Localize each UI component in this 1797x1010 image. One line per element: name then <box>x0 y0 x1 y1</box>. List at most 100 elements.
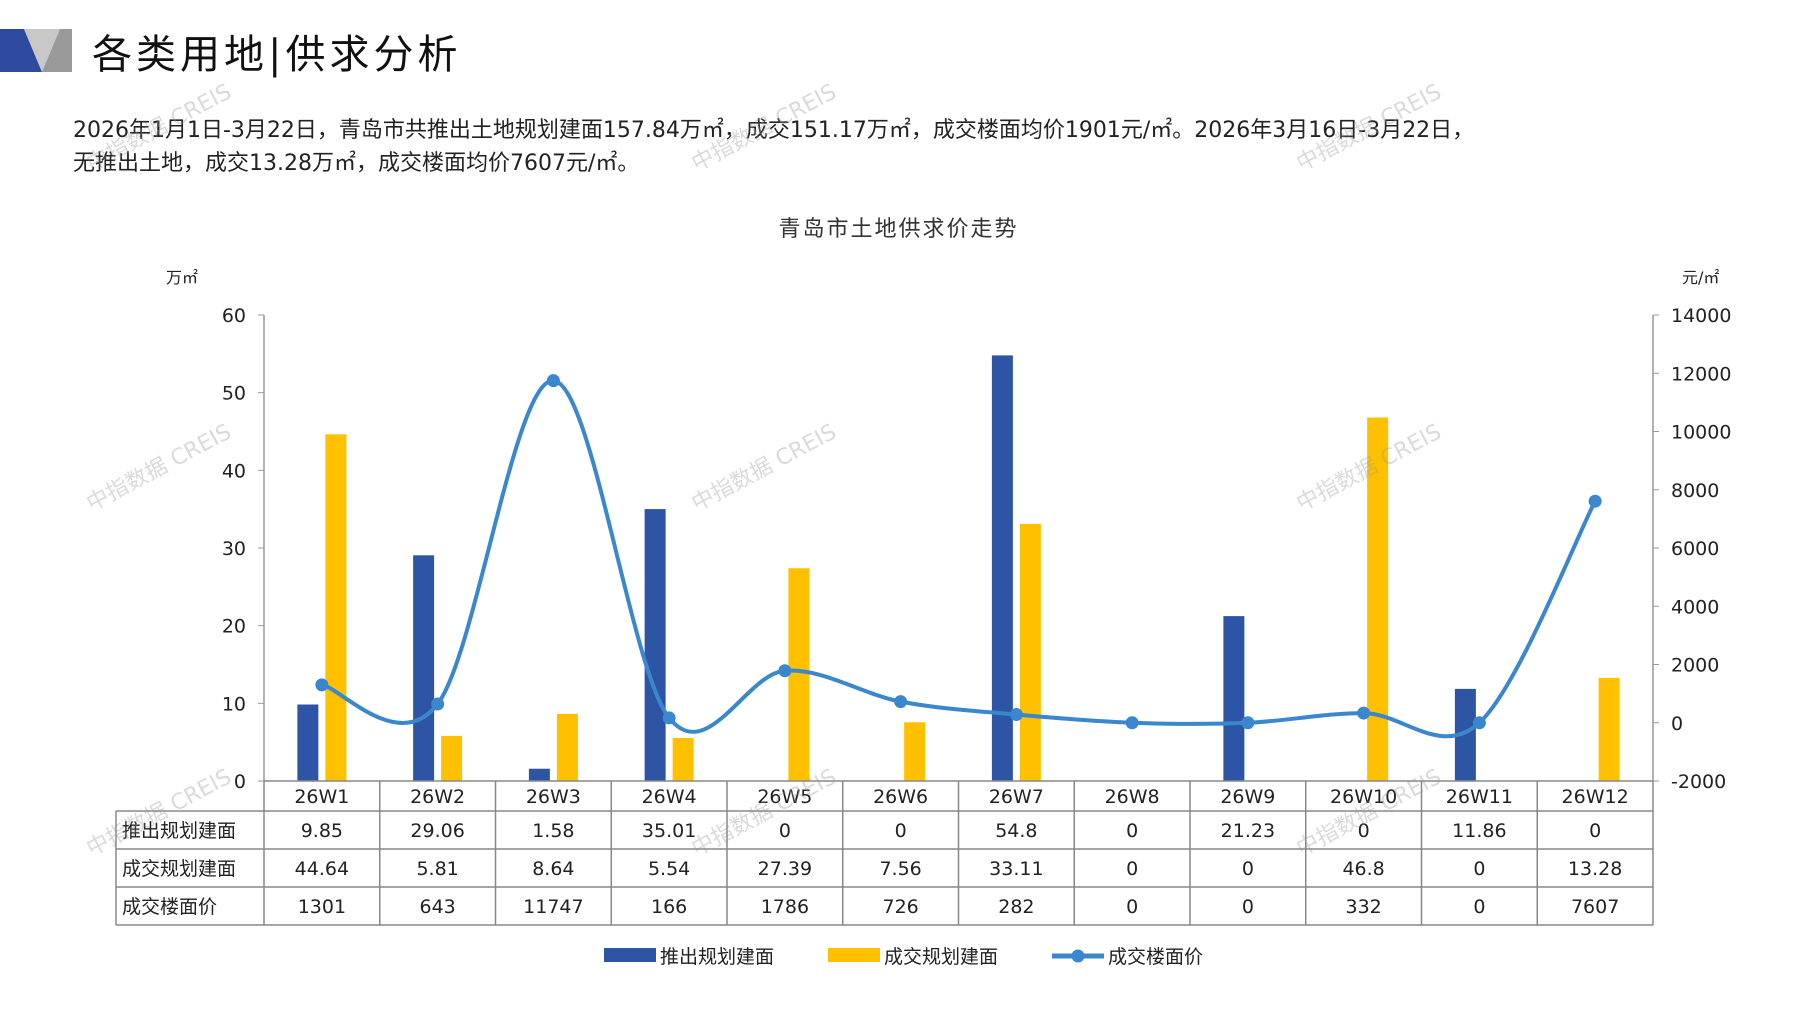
bar-deal <box>904 722 926 781</box>
bar-supply <box>1223 616 1245 781</box>
x-tick-label: 26W1 <box>294 786 349 808</box>
data-label: 0 <box>1473 896 1485 918</box>
data-label: 5.54 <box>648 858 690 880</box>
price-point <box>1357 706 1371 720</box>
data-label: 13.28 <box>1568 858 1622 880</box>
y-tick-label-right: 10000 <box>1671 422 1731 444</box>
data-label: 643 <box>419 896 455 918</box>
bar-deal <box>1019 523 1041 781</box>
data-label: 282 <box>998 896 1034 918</box>
chart-title: 青岛市土地供求价走势 <box>778 217 1019 242</box>
table-row-header: 成交楼面价 <box>122 896 217 918</box>
bar-supply <box>644 509 666 781</box>
data-label: 29.06 <box>410 820 464 842</box>
data-label: 0 <box>1242 896 1254 918</box>
price-point <box>1472 716 1486 730</box>
y-tick-label-right: 12000 <box>1671 363 1731 385</box>
x-tick-label: 26W5 <box>757 786 812 808</box>
y-tick-label-right: 2000 <box>1671 655 1719 677</box>
x-tick-label: 26W2 <box>410 786 465 808</box>
y-tick-label-left: 40 <box>222 460 246 482</box>
bar-deal <box>672 737 694 781</box>
data-label: 0 <box>779 820 791 842</box>
price-point <box>1125 716 1139 730</box>
data-label: 332 <box>1345 896 1381 918</box>
y-tick-label-right: 6000 <box>1671 538 1719 560</box>
legend-label: 推出规划建面 <box>660 946 774 968</box>
summary-line: 无推出土地，成交13.28万㎡，成交楼面均价7607元/㎡。 <box>73 151 640 176</box>
data-label: 9.85 <box>301 820 343 842</box>
x-tick-label: 26W9 <box>1220 786 1275 808</box>
data-label: 5.81 <box>416 858 458 880</box>
legend-label: 成交规划建面 <box>884 946 998 968</box>
table-row-header: 成交规划建面 <box>122 858 236 880</box>
y-tick-label-right: 0 <box>1671 713 1683 735</box>
data-label: 44.64 <box>295 858 349 880</box>
bar-deal <box>441 735 463 781</box>
data-label: 726 <box>882 896 918 918</box>
price-point <box>1241 716 1255 730</box>
data-label: 8.64 <box>532 858 574 880</box>
bar-deal <box>788 568 810 781</box>
data-label: 35.01 <box>642 820 696 842</box>
y-tick-label-right: 8000 <box>1671 480 1719 502</box>
data-label: 11747 <box>523 896 583 918</box>
price-point <box>1009 708 1023 722</box>
y-tick-label-left: 50 <box>222 383 246 405</box>
y-tick-label-left: 30 <box>222 538 246 560</box>
x-tick-label: 26W11 <box>1446 786 1513 808</box>
bar-deal <box>1598 677 1620 781</box>
bar-supply <box>297 704 319 781</box>
page-title: 各类用地|供求分析 <box>92 32 462 78</box>
y-axis-right-label: 元/㎡ <box>1682 268 1719 287</box>
data-label: 166 <box>651 896 687 918</box>
price-point <box>894 695 908 709</box>
data-label: 0 <box>1473 858 1485 880</box>
y-tick-label-right: 14000 <box>1671 305 1731 327</box>
x-tick-label: 26W7 <box>989 786 1044 808</box>
summary-text: 2026年1月1日-3月22日，青岛市共推出土地规划建面157.84万㎡，成交1… <box>73 114 1753 180</box>
data-label: 0 <box>1126 820 1138 842</box>
x-tick-label: 26W10 <box>1330 786 1397 808</box>
x-tick-label: 26W4 <box>642 786 697 808</box>
legend-swatch <box>828 948 880 962</box>
data-label: 0 <box>1242 858 1254 880</box>
summary-line: 2026年1月1日-3月22日，青岛市共推出土地规划建面157.84万㎡，成交1… <box>73 118 1475 143</box>
data-label: 0 <box>1589 820 1601 842</box>
table-row-header: 推出规划建面 <box>122 820 236 842</box>
data-label: 46.8 <box>1342 858 1384 880</box>
data-label: 1.58 <box>532 820 574 842</box>
legend-marker <box>1071 949 1085 963</box>
legend-label: 成交楼面价 <box>1108 946 1203 968</box>
data-label: 0 <box>895 820 907 842</box>
bar-supply <box>991 355 1013 781</box>
bar-deal <box>556 713 578 781</box>
x-tick-label: 26W3 <box>526 786 581 808</box>
bar-supply <box>1454 688 1476 781</box>
data-label: 21.23 <box>1221 820 1275 842</box>
y-tick-label-left: 20 <box>222 616 246 638</box>
data-label: 27.39 <box>758 858 812 880</box>
data-label: 33.11 <box>989 858 1043 880</box>
data-label: 0 <box>1358 820 1370 842</box>
data-label: 0 <box>1126 896 1138 918</box>
bar-supply <box>413 555 435 781</box>
price-point <box>778 664 792 678</box>
y-tick-label-left: 10 <box>222 693 246 715</box>
brand-logo <box>0 29 72 72</box>
bar-deal <box>325 434 347 781</box>
y-tick-label-left: 60 <box>222 305 246 327</box>
x-tick-label: 26W8 <box>1105 786 1160 808</box>
data-label: 1301 <box>298 896 346 918</box>
bar-supply <box>528 768 550 781</box>
price-point <box>1588 494 1602 508</box>
price-line <box>321 378 1597 739</box>
y-tick-label-right: -2000 <box>1671 771 1726 793</box>
price-point <box>431 697 445 711</box>
y-axis-left-label: 万㎡ <box>166 268 198 287</box>
price-point <box>546 374 560 388</box>
legend-swatch <box>604 948 656 962</box>
data-label: 7607 <box>1571 896 1619 918</box>
data-label: 1786 <box>761 896 809 918</box>
